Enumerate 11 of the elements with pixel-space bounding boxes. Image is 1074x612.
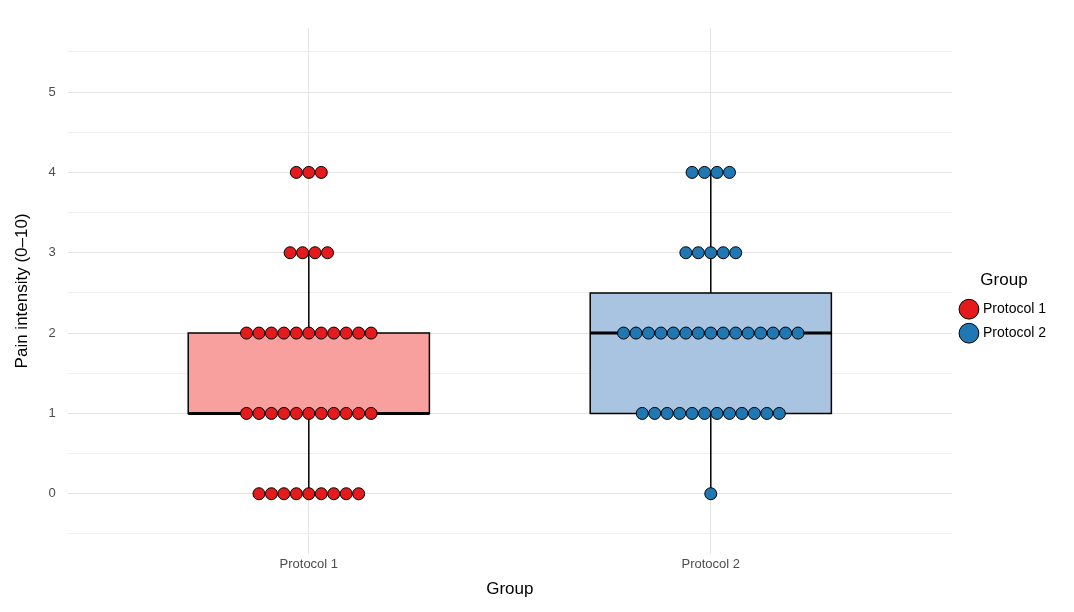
y-tick-label: 1 (48, 404, 56, 420)
legend-label: Protocol 1 (982, 300, 1047, 317)
y-axis-title: Pain intensity (0–10) (11, 213, 31, 369)
legend-title: Group (980, 269, 1028, 289)
y-tick-label: 5 (48, 83, 56, 99)
y-tick-label: 2 (48, 324, 56, 340)
legend-label: Protocol 2 (982, 324, 1047, 341)
y-tick-label: 4 (48, 163, 56, 179)
x-axis-title: Group (486, 579, 534, 599)
y-tick-label: 0 (48, 485, 56, 501)
y-tick-label: 3 (48, 244, 56, 260)
